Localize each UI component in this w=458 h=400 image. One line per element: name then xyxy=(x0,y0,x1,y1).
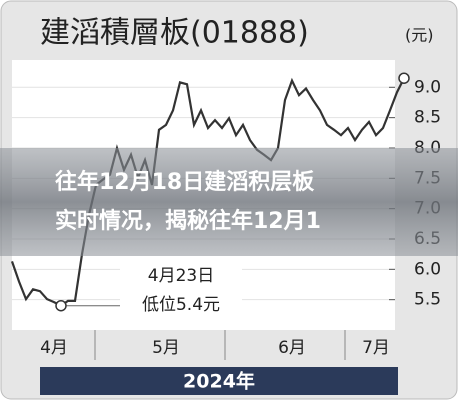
x-tick-label: 6月 xyxy=(278,338,306,358)
x-tick-label: 7月 xyxy=(362,338,390,358)
low-marker xyxy=(55,299,67,312)
unit-label: (元) xyxy=(405,26,434,45)
high-marker xyxy=(398,72,410,84)
chart-title: 建滔積層板(01888) xyxy=(40,16,309,51)
annotation-date: 4月23日 xyxy=(148,266,214,286)
overlay-band xyxy=(0,148,458,256)
y-tick-label: 6.0 xyxy=(414,259,441,279)
annotation-text: 低位5.4元 xyxy=(142,295,220,315)
x-tick-label: 4月 xyxy=(40,338,68,358)
y-tick-label: 8.5 xyxy=(414,108,441,128)
x-tick-label: 5月 xyxy=(152,338,180,358)
y-tick-label: 9.0 xyxy=(414,77,441,97)
overlay-line: 实时情况，揭秘往年12月1 xyxy=(55,208,321,234)
y-tick-label: 5.5 xyxy=(414,290,441,310)
year-label: 2024年 xyxy=(183,370,255,393)
overlay-line: 往年12月18日建滔积层板 xyxy=(55,169,315,195)
price-line xyxy=(10,77,405,307)
year-band xyxy=(40,367,398,395)
annotation-box xyxy=(120,262,242,318)
